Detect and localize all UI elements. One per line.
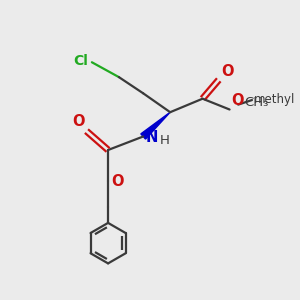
Text: N: N (146, 130, 158, 146)
Text: O: O (221, 64, 233, 79)
Text: O: O (111, 173, 123, 188)
Text: H: H (159, 134, 169, 147)
Polygon shape (141, 112, 170, 139)
Text: O: O (232, 93, 244, 108)
Text: CH₃: CH₃ (244, 96, 269, 109)
Text: methyl: methyl (254, 93, 295, 106)
Text: O: O (72, 115, 84, 130)
Text: Cl: Cl (73, 54, 88, 68)
